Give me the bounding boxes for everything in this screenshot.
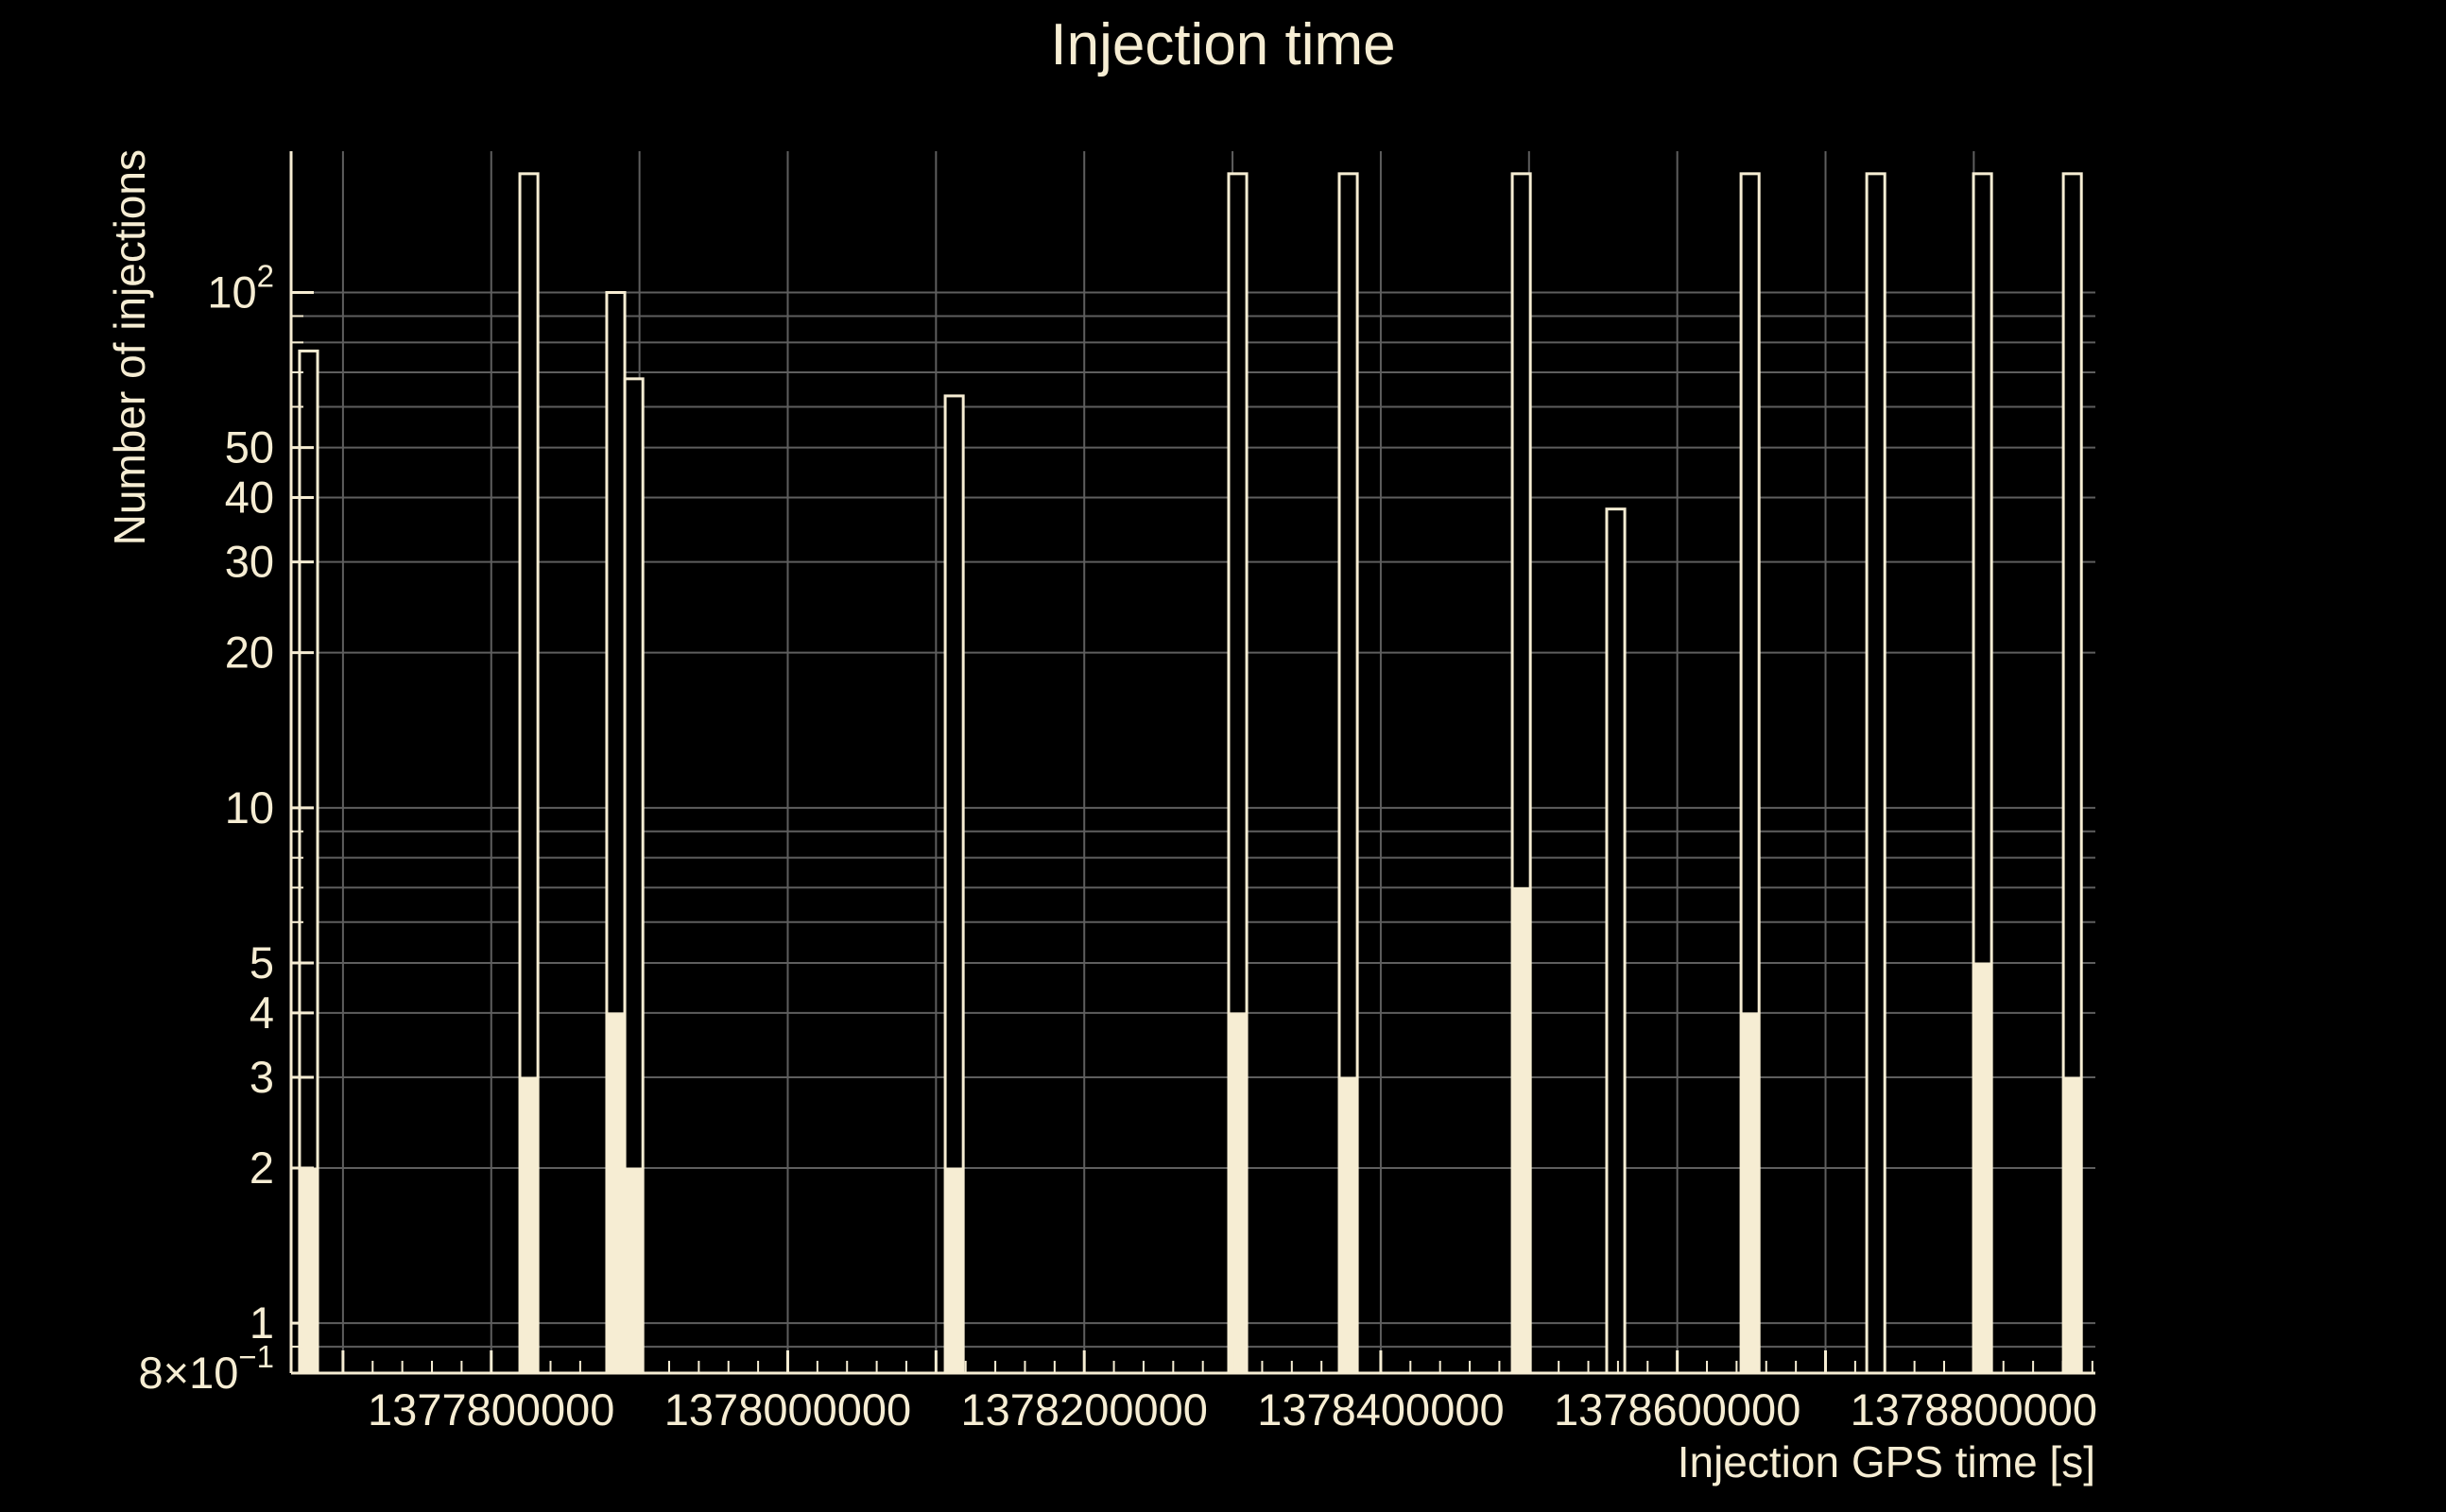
y-tick-label: 3 [250,1052,274,1102]
x-ticks [312,1350,2093,1373]
y-tick-label: 40 [225,472,274,523]
histogram-bar-fill [606,1012,626,1374]
histogram-bar-outline [1865,172,1886,1375]
histogram-bar-fill [1511,886,1531,1374]
histogram-bar-outline [1605,507,1627,1375]
histogram-bar-fill [299,1167,319,1374]
histogram-bar-fill [944,1167,964,1374]
histogram-bar-fill [2062,1076,2082,1374]
y-tick-label: 4 [250,988,274,1038]
y-ticks [291,291,314,1375]
histogram-bar-fill [1338,1076,1358,1374]
histogram-bar-fill [1740,1012,1760,1374]
y-tick-label: 30 [225,537,274,587]
chart-title: Injection time [1050,12,1396,77]
x-tick-label: 1377800000 [368,1384,614,1435]
y-tick-label: 1 [250,1297,274,1348]
y-tick-label: 8×10−1 [139,1339,275,1398]
histogram-bar-fill [624,1167,644,1374]
axis-frame [289,151,2095,1375]
x-tick-labels: 1377800000 1378000000 1378200000 1378400000… [368,1384,2097,1435]
x-tick-label: 1378200000 [961,1384,1208,1435]
y-tick-label: 102 [207,259,274,318]
histogram-bars [298,172,2083,1375]
y-gridlines [291,291,2095,1349]
y-tick-label: 2 [250,1143,274,1193]
histogram-bar-fill [1228,1012,1248,1374]
x-tick-label: 1378000000 [664,1384,911,1435]
histogram-bar-fill [1972,962,1992,1374]
x-tick-label: 1378600000 [1554,1384,1800,1435]
y-tick-label: 20 [225,627,274,678]
x-tick-label: 1378400000 [1257,1384,1504,1435]
y-tick-label: 10 [225,782,274,833]
histogram-bar-fill [519,1076,539,1374]
x-gridlines [341,151,1975,1373]
x-axis-title: Injection GPS time [s] [1677,1437,2095,1486]
x-tick-label: 1378800000 [1851,1384,2097,1435]
y-tick-label: 50 [225,422,274,472]
y-tick-label: 5 [250,937,274,988]
